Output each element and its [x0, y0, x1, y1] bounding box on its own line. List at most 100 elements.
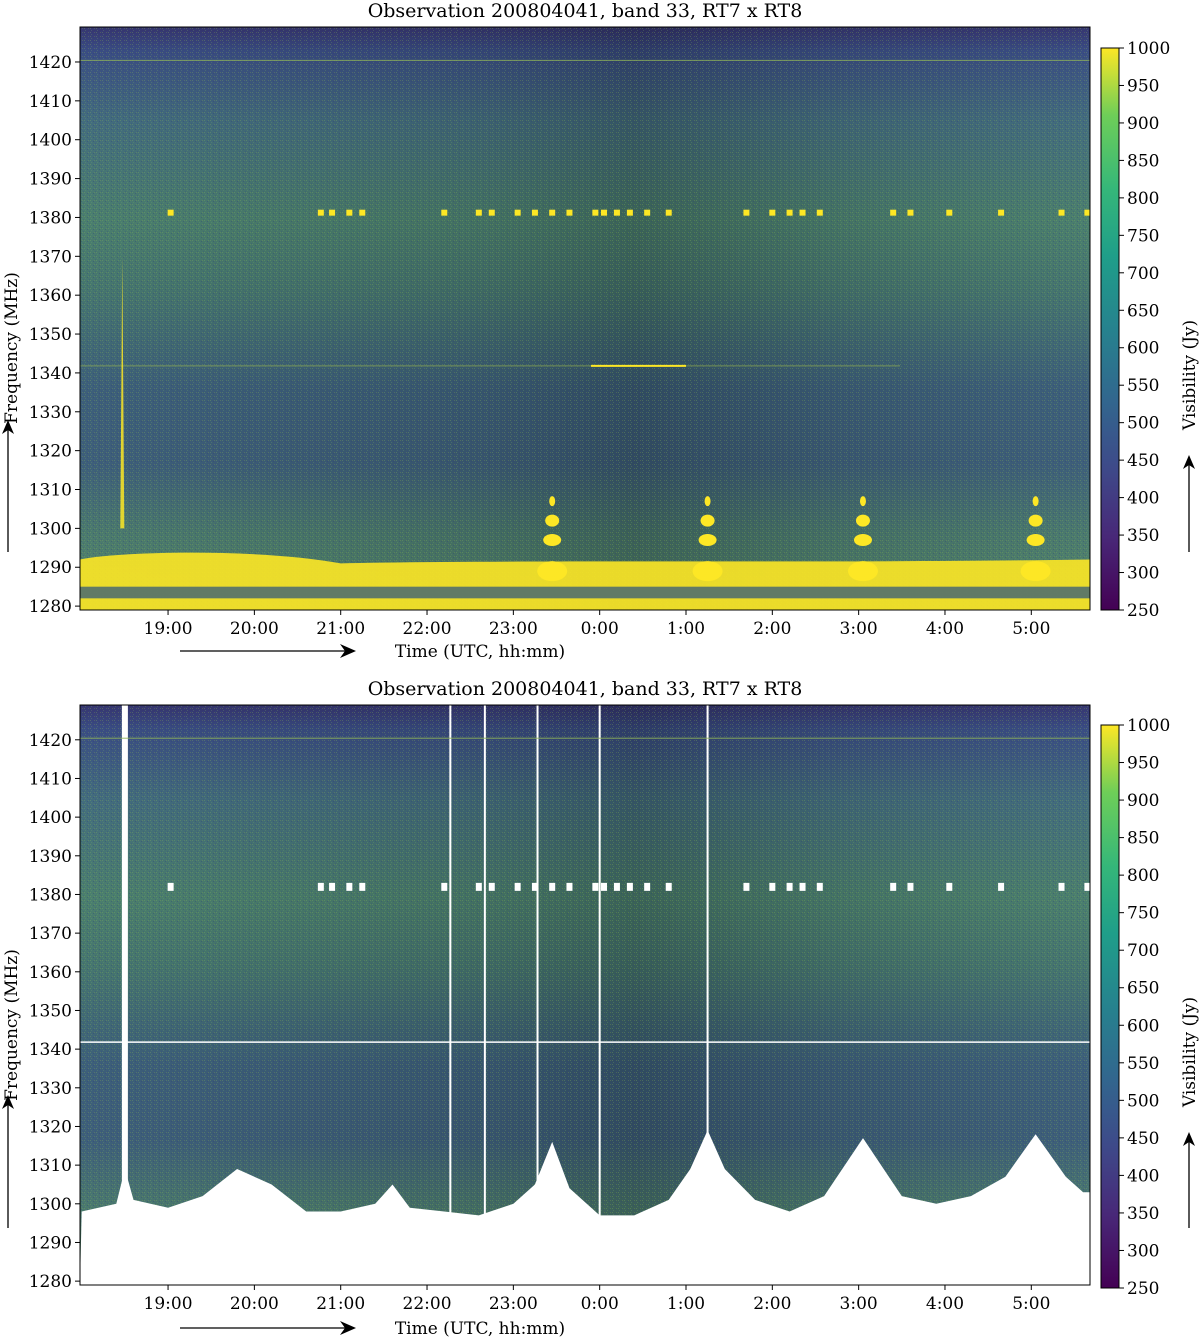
y-tick-label: 1370	[29, 247, 72, 267]
rfi-burst-1381	[488, 209, 495, 216]
y-tick-label: 1390	[29, 847, 72, 867]
rfi-burst-1381	[786, 209, 793, 216]
flagged-burst-1381	[786, 882, 793, 891]
flagged-burst-1381	[359, 882, 366, 891]
y-axis-label: Frequency (MHz)	[2, 272, 22, 424]
rfi-burst-1381	[1084, 209, 1090, 216]
flagged-burst-1381	[626, 882, 633, 891]
rfi-burst-1381	[592, 209, 599, 216]
rfi-burst-1381	[946, 209, 953, 216]
flagged-burst-1381	[514, 882, 521, 891]
rfi-peak-burst	[1026, 534, 1045, 547]
colorbar-ticks: 250 300 350 400 450 500 550 600 650 700 750 800 850 9…	[1119, 39, 1170, 621]
y-tick-label: 1330	[29, 1079, 72, 1099]
flagged-low-band	[80, 1130, 1090, 1285]
colorbar-tick-label: 950	[1127, 754, 1159, 774]
flagged-burst-1381	[998, 882, 1005, 891]
colorbar-tick-label: 700	[1127, 941, 1159, 961]
x-tick-label: 2:00	[753, 1294, 791, 1314]
flagged-burst-1381	[566, 882, 573, 891]
y-tick-label: 1310	[29, 481, 72, 501]
colorbar-tick-label: 800	[1127, 189, 1159, 209]
rfi-peak-burst	[704, 496, 711, 507]
flagged-burst-1381	[317, 882, 324, 891]
rfi-burst-1381	[1149, 210, 1155, 216]
flagged-time-column	[449, 705, 452, 1285]
colorbar-tick-label: 600	[1127, 339, 1159, 359]
colorbar-tick-label: 1000	[1127, 39, 1170, 59]
y-axis-arrow	[2, 420, 14, 552]
x-tick-label: 0:00	[581, 1294, 619, 1314]
y-tick-label: 1300	[29, 1195, 72, 1215]
flagged-burst-1381	[946, 882, 953, 891]
flagged-burst-1381	[644, 882, 651, 891]
raw-spectrogram-panel: Observation 200804041, band 33, RT7 x RT…	[2, 0, 1200, 662]
x-axis-arrow	[180, 644, 356, 658]
y-axis-label: Frequency (MHz)	[2, 949, 22, 1101]
colorbar-arrow	[1183, 455, 1195, 552]
rfi-peak-burst	[537, 561, 568, 582]
rfi-burst-1381	[317, 209, 324, 216]
colorbar-tick-label: 950	[1127, 76, 1159, 96]
flagged-burst-1381	[1084, 882, 1090, 891]
colorbar-tick-label: 550	[1127, 376, 1159, 396]
colorbar-arrow	[1183, 1132, 1195, 1228]
flagged-burst-1381	[346, 882, 353, 891]
flagged-burst-1381	[549, 882, 556, 891]
x-tick-label: 3:00	[840, 619, 878, 639]
rfi-burst-1381	[1119, 210, 1125, 216]
colorbar-tick-label: 250	[1127, 601, 1159, 621]
colorbar-tick-label: 350	[1127, 1204, 1159, 1224]
rfi-burst-1381	[626, 209, 633, 216]
colorbar	[1101, 48, 1119, 610]
colorbar-tick-label: 300	[1127, 564, 1159, 584]
y-tick-label: 1410	[29, 92, 72, 112]
rfi-burst-1381	[441, 209, 448, 216]
rfi-peak-burst	[855, 514, 870, 527]
rfi-burst-1381	[600, 209, 607, 216]
colorbar-tick-label: 850	[1127, 829, 1159, 849]
rfi-burst-1381	[566, 209, 573, 216]
rfi-peak-burst	[692, 561, 723, 582]
colorbar-tick-label: 400	[1127, 489, 1159, 509]
rfi-peak-burst	[853, 534, 872, 547]
rfi-features	[80, 59, 1155, 610]
flagged-burst-1381	[531, 882, 538, 891]
rfi-burst-1381	[769, 209, 776, 216]
spectrogram-noise	[80, 27, 1090, 610]
colorbar-tick-label: 550	[1127, 1054, 1159, 1074]
colorbar-tick-label: 400	[1127, 1166, 1159, 1186]
flagged-burst-1381	[475, 882, 482, 891]
y-tick-label: 1380	[29, 208, 72, 228]
rfi-peak-burst	[1028, 514, 1043, 527]
y-tick-label: 1340	[29, 1040, 72, 1060]
y-tick-label: 1300	[29, 519, 72, 539]
x-tick-label: 5:00	[1012, 1294, 1050, 1314]
flagged-spectrogram-panel: Observation 200804041, band 33, RT7 x RT…	[2, 678, 1200, 1339]
x-tick-label: 23:00	[489, 1294, 538, 1314]
rfi-burst-1381	[329, 209, 336, 216]
chart-title: Observation 200804041, band 33, RT7 x RT…	[368, 678, 803, 700]
x-tick-label: 23:00	[489, 619, 538, 639]
colorbar-tick-label: 750	[1127, 904, 1159, 924]
rfi-low-band-gap	[80, 586, 1090, 599]
rfi-burst-1381	[890, 209, 897, 216]
y-tick-label: 1320	[29, 1117, 72, 1137]
y-tick-label: 1390	[29, 170, 72, 190]
y-tick-label: 1420	[29, 53, 72, 73]
flagged-time-column	[536, 705, 539, 1285]
y-tick-label: 1320	[29, 442, 72, 462]
colorbar-label: Visibility (Jy)	[1180, 997, 1200, 1108]
rfi-burst-1381	[167, 209, 174, 216]
x-tick-label: 2:00	[753, 619, 791, 639]
flagged-burst-1381	[743, 882, 750, 891]
colorbar	[1101, 725, 1119, 1288]
x-tick-label: 4:00	[926, 1294, 964, 1314]
x-tick-label: 22:00	[403, 1294, 452, 1314]
x-axis-label: Time (UTC, hh:mm)	[395, 642, 565, 662]
y-axis-arrow	[2, 1095, 14, 1228]
flagged-burst-1381	[890, 882, 897, 891]
y-tick-label: 1410	[29, 769, 72, 789]
flagged-burst-1381	[665, 882, 672, 891]
